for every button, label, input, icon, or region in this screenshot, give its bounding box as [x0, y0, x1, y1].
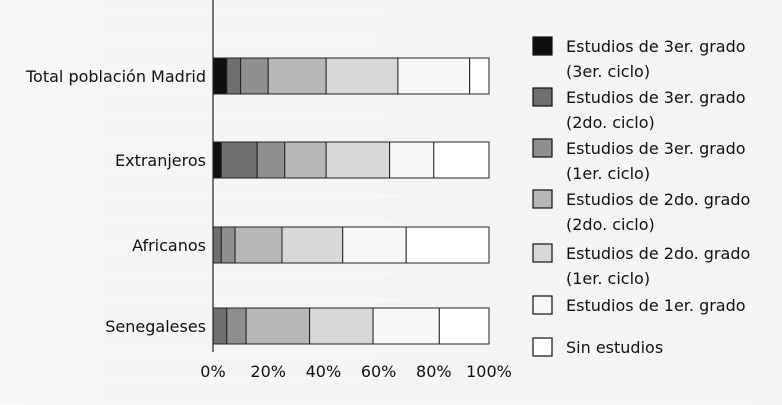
- bar-segment-total-poblacion-madrid-s6: [397, 57, 471, 95]
- legend-label-s2-line1: Estudios de 3er. grado: [566, 88, 746, 107]
- x-tick-label: 100%: [466, 362, 512, 381]
- legend-label-s4-line2: (2do. ciclo): [566, 215, 655, 234]
- legend-swatch-s7: [532, 337, 553, 357]
- bar-segment-extranjeros-s6: [389, 141, 435, 179]
- legend-label-s1-line1: Estudios de 3er. grado: [566, 37, 746, 56]
- legend-label-s3-line1: Estudios de 3er. grado: [566, 139, 746, 158]
- x-tick-label: 20%: [250, 362, 286, 381]
- bar-segment-africanos-s2: [212, 226, 222, 264]
- bar-segment-senegaleses-s3: [226, 307, 247, 345]
- bar-segment-extranjeros-s1: [212, 141, 222, 179]
- bar-segment-total-poblacion-madrid-s5: [325, 57, 399, 95]
- x-axis-ticks: 0% 20% 40% 60% 80% 100%: [200, 362, 512, 381]
- legend: Estudios de 3er. grado (3er. ciclo) Estudi…: [532, 36, 750, 357]
- bar-segment-extranjeros-s5: [325, 141, 391, 179]
- bar-segment-senegaleses-s2: [212, 307, 228, 345]
- bar-segment-extranjeros-s7: [433, 141, 490, 179]
- bar-segment-total-poblacion-madrid-s2: [226, 57, 242, 95]
- category-label-total-poblacion-madrid: Total población Madrid: [25, 67, 206, 86]
- legend-label-s3-line2: (1er. ciclo): [566, 164, 650, 183]
- legend-swatch-s2: [532, 87, 553, 107]
- x-tick-label: 0%: [200, 362, 225, 381]
- bar-segment-senegaleses-s4: [245, 307, 311, 345]
- category-label-africanos: Africanos: [132, 236, 206, 255]
- category-labels: Total población Madrid Extranjeros African…: [25, 67, 206, 336]
- legend-swatch-s5: [532, 243, 553, 263]
- bar-segment-total-poblacion-madrid-s3: [240, 57, 269, 95]
- legend-swatch-s4: [532, 189, 553, 209]
- legend-swatch-s3: [532, 138, 553, 158]
- legend-label-s6: Estudios de 1er. grado: [566, 296, 746, 315]
- bar-segment-senegaleses-s6: [372, 307, 440, 345]
- legend-label-s2-line2: (2do. ciclo): [566, 113, 655, 132]
- bar-segment-extranjeros-s3: [256, 141, 286, 179]
- legend-label-s4-line1: Estudios de 2do. grado: [566, 190, 750, 209]
- bar-segment-africanos-s7: [405, 226, 490, 264]
- bar-segment-africanos-s5: [281, 226, 344, 264]
- legend-label-s5-line2: (1er. ciclo): [566, 269, 650, 288]
- bar-segment-extranjeros-s2: [220, 141, 258, 179]
- x-tick-label: 40%: [306, 362, 342, 381]
- legend-swatch-s6: [532, 295, 553, 315]
- legend-label-s5-line1: Estudios de 2do. grado: [566, 244, 750, 263]
- bar-segment-senegaleses-s5: [309, 307, 374, 345]
- bar-segment-senegaleses-s7: [438, 307, 490, 345]
- bar-segment-africanos-s4: [234, 226, 283, 264]
- x-tick-label: 60%: [361, 362, 397, 381]
- legend-label-s1-line2: (3er. ciclo): [566, 62, 650, 81]
- bar-segment-africanos-s3: [220, 226, 236, 264]
- category-label-extranjeros: Extranjeros: [115, 151, 206, 170]
- legend-swatch-s1: [532, 36, 553, 56]
- legend-label-s7: Sin estudios: [566, 338, 663, 357]
- bar-segment-total-poblacion-madrid-s4: [267, 57, 327, 95]
- x-tick-label: 80%: [416, 362, 452, 381]
- category-label-senegaleses: Senegaleses: [105, 317, 206, 336]
- bar-segment-total-poblacion-madrid-s1: [212, 57, 228, 95]
- bar-segment-africanos-s6: [342, 226, 407, 264]
- bar-segment-extranjeros-s4: [284, 141, 327, 179]
- bar-area: [212, 0, 490, 352]
- bar-segment-total-poblacion-madrid-s7: [469, 57, 490, 95]
